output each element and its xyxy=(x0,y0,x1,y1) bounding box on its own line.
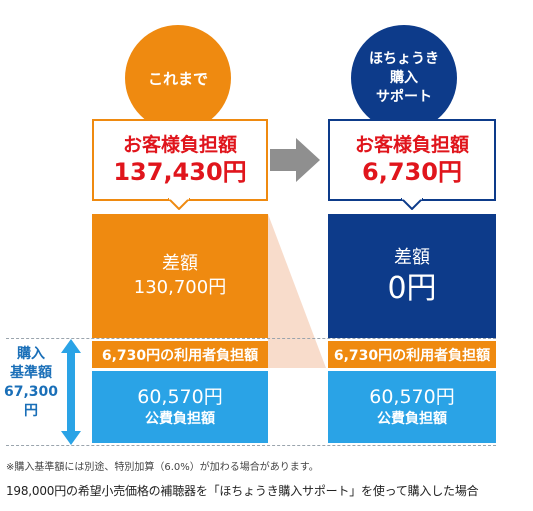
left-difference-label: 差額 xyxy=(162,253,198,274)
right-user-share-strip: 6,730円の利用者負担額 xyxy=(328,341,496,368)
right-public-value: 60,570円 xyxy=(369,386,455,408)
left-callout-pointer xyxy=(168,198,190,210)
right-difference-block: 差額 0円 xyxy=(328,214,496,338)
purchase-standard-line3: 67,300 xyxy=(3,384,59,400)
left-user-share-text: 6,730円の利用者負担額 xyxy=(101,347,259,364)
difference-wedge xyxy=(268,214,326,368)
right-callout-title: お客様負担額 xyxy=(354,134,469,156)
left-callout-title: お客様負担額 xyxy=(122,134,237,156)
right-difference-value: 0円 xyxy=(387,271,437,306)
left-callout-amount: 137,430円 xyxy=(113,158,247,186)
left-difference-block: 差額 130,700円 xyxy=(92,214,268,338)
right-public-block: 60,570円 公費負担額 xyxy=(328,371,496,443)
reference-line-top xyxy=(6,338,496,339)
status-quo-label: これまで xyxy=(147,69,208,88)
left-public-label: 公費負担額 xyxy=(145,411,215,427)
right-callout-amount: 6,730円 xyxy=(362,158,462,186)
purchase-standard-line4: 円 xyxy=(24,403,38,419)
purchase-standard-line1: 購入 xyxy=(17,346,45,362)
purchase-support-line1: ほちょうき xyxy=(369,50,439,67)
right-public-label: 公費負担額 xyxy=(377,411,447,427)
right-customer-burden-callout: お客様負担額 6,730円 xyxy=(328,119,496,201)
footnote: ※購入基準額には別途、特別加算（6.0%）が加わる場合があります。 xyxy=(6,462,319,473)
left-public-block: 60,570円 公費負担額 xyxy=(92,371,268,443)
caption: 198,000円の希望小売価格の補聴器を「ほちょうき購入サポート」を使って購入し… xyxy=(6,484,479,498)
left-user-share-strip: 6,730円の利用者負担額 xyxy=(92,341,268,368)
right-user-share-text: 6,730円の利用者負担額 xyxy=(333,347,491,364)
left-customer-burden-callout: お客様負担額 137,430円 xyxy=(92,119,268,201)
reference-line-bottom xyxy=(6,445,496,446)
left-public-value: 60,570円 xyxy=(137,386,223,408)
purchase-support-circle: ほちょうき 購入 サポート xyxy=(351,25,457,131)
right-difference-label: 差額 xyxy=(394,247,430,268)
purchase-support-line2: 購入 xyxy=(390,69,418,86)
right-callout-pointer xyxy=(401,198,423,210)
purchase-standard-label: 購入 基準額 67,300 円 xyxy=(2,345,60,421)
left-difference-value: 130,700円 xyxy=(133,277,227,298)
vertical-double-arrow-icon xyxy=(61,339,81,445)
purchase-standard-line2: 基準額 xyxy=(10,365,52,381)
purchase-support-line3: サポート xyxy=(376,88,432,105)
status-quo-circle: これまで xyxy=(125,25,231,131)
right-arrow-icon xyxy=(270,138,320,182)
